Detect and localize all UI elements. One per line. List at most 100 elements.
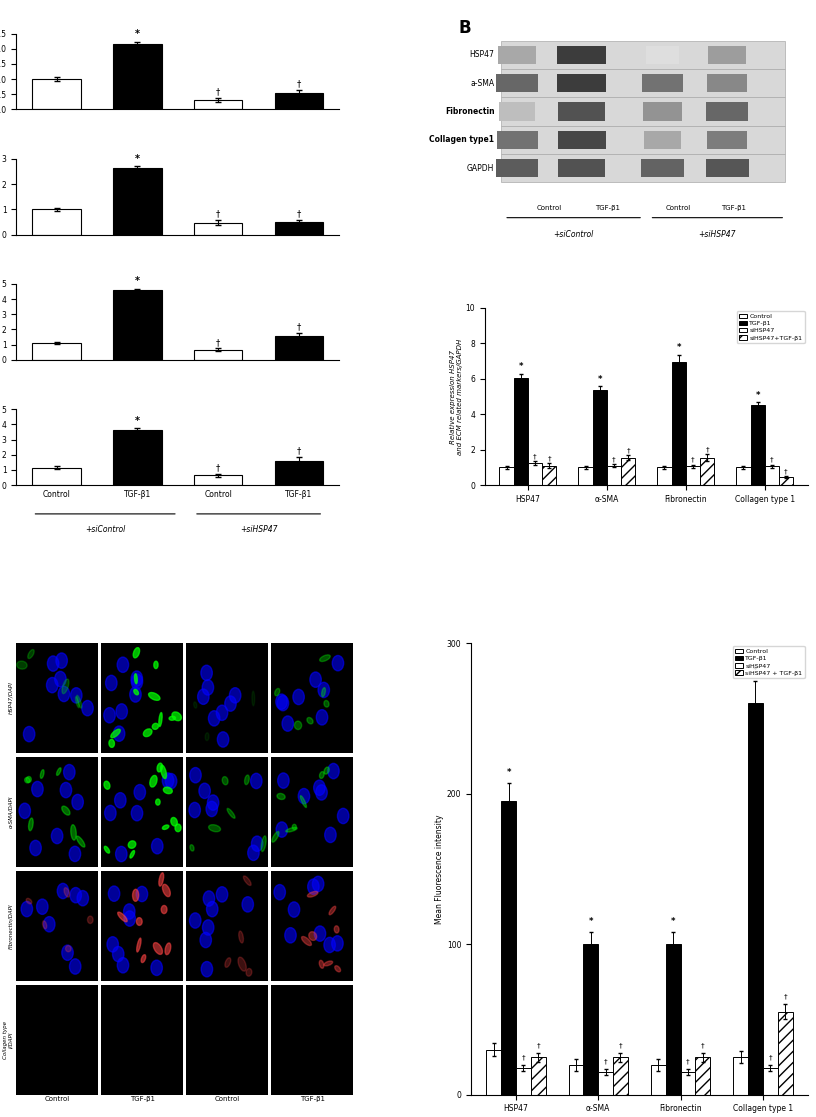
Text: †: † [784, 468, 788, 475]
Ellipse shape [16, 661, 27, 669]
Circle shape [154, 990, 166, 1005]
Circle shape [206, 901, 218, 917]
Circle shape [282, 716, 294, 732]
Ellipse shape [62, 806, 70, 815]
Bar [528, 462, 542, 485]
Ellipse shape [156, 799, 160, 805]
Ellipse shape [277, 793, 285, 800]
Text: †: † [604, 1059, 607, 1065]
Ellipse shape [161, 765, 166, 779]
Ellipse shape [158, 997, 163, 1010]
Bar [558, 103, 605, 121]
Circle shape [203, 891, 215, 906]
X-axis label: TGF-β1: TGF-β1 [130, 1096, 155, 1102]
Ellipse shape [275, 688, 280, 696]
Text: †: † [770, 457, 774, 462]
Y-axis label: α-SMA/DAPI: α-SMA/DAPI [8, 795, 14, 828]
Ellipse shape [56, 767, 61, 775]
Ellipse shape [77, 695, 82, 708]
Text: *: * [753, 666, 758, 675]
Text: *: * [597, 375, 602, 384]
Circle shape [37, 899, 48, 915]
Bar [542, 466, 557, 485]
Ellipse shape [308, 932, 317, 941]
Circle shape [118, 957, 129, 973]
Circle shape [109, 1029, 120, 1043]
Circle shape [124, 910, 135, 926]
Text: †: † [769, 1054, 772, 1060]
Circle shape [69, 958, 81, 974]
Ellipse shape [329, 906, 335, 915]
Circle shape [107, 937, 118, 952]
Bar [644, 131, 681, 149]
Ellipse shape [272, 831, 279, 842]
Ellipse shape [239, 932, 243, 943]
Bar [194, 99, 242, 109]
Circle shape [200, 933, 211, 947]
Circle shape [316, 785, 327, 800]
Bar [194, 350, 242, 360]
Circle shape [251, 836, 263, 851]
Ellipse shape [307, 717, 313, 724]
Circle shape [216, 705, 228, 720]
Circle shape [72, 794, 83, 810]
Ellipse shape [322, 688, 326, 697]
Bar [706, 103, 748, 121]
Ellipse shape [227, 809, 235, 819]
Bar [641, 159, 684, 178]
Bar [700, 458, 714, 485]
Ellipse shape [126, 1041, 131, 1054]
Bar [501, 69, 785, 97]
Bar [708, 46, 746, 64]
Bar [642, 74, 683, 93]
Circle shape [58, 686, 69, 701]
Ellipse shape [40, 770, 44, 779]
Bar [681, 1072, 695, 1095]
Ellipse shape [335, 926, 339, 933]
Text: *: * [135, 416, 140, 426]
Ellipse shape [133, 648, 140, 658]
Y-axis label: Relative expression HSP47
and ECM related markers/GAPDH: Relative expression HSP47 and ECM relate… [450, 338, 463, 455]
Bar [583, 944, 598, 1095]
Circle shape [197, 689, 209, 705]
Text: HSP47: HSP47 [469, 50, 494, 59]
Text: +siControl: +siControl [85, 525, 126, 534]
Ellipse shape [300, 795, 307, 808]
Ellipse shape [121, 1043, 129, 1054]
Bar [496, 74, 538, 93]
Bar [501, 40, 785, 69]
Circle shape [225, 992, 237, 1008]
Text: a-SMA: a-SMA [470, 78, 494, 87]
Bar [499, 46, 535, 64]
Text: †: † [521, 1054, 526, 1060]
Ellipse shape [313, 1069, 319, 1077]
Ellipse shape [136, 938, 141, 952]
Circle shape [148, 1039, 159, 1053]
Circle shape [61, 1042, 73, 1058]
Bar [496, 131, 538, 149]
Circle shape [332, 656, 344, 671]
Ellipse shape [136, 917, 142, 925]
Text: *: * [588, 917, 593, 926]
Text: Collagen type1: Collagen type1 [429, 135, 494, 144]
Circle shape [109, 1042, 121, 1058]
Circle shape [317, 709, 328, 725]
Bar [763, 1068, 778, 1095]
Ellipse shape [26, 776, 31, 783]
Circle shape [325, 828, 336, 842]
Bar [113, 45, 162, 109]
Ellipse shape [246, 968, 252, 976]
Bar [513, 378, 528, 485]
Ellipse shape [29, 818, 33, 831]
Text: TGF-β1: TGF-β1 [721, 206, 746, 211]
Circle shape [57, 884, 69, 899]
Bar [672, 362, 685, 485]
Text: †: † [533, 454, 537, 459]
Circle shape [328, 763, 339, 779]
Ellipse shape [295, 722, 302, 729]
Circle shape [62, 945, 73, 961]
Ellipse shape [140, 1039, 152, 1048]
Circle shape [53, 1009, 64, 1024]
Ellipse shape [165, 943, 171, 955]
Text: †: † [691, 457, 694, 462]
